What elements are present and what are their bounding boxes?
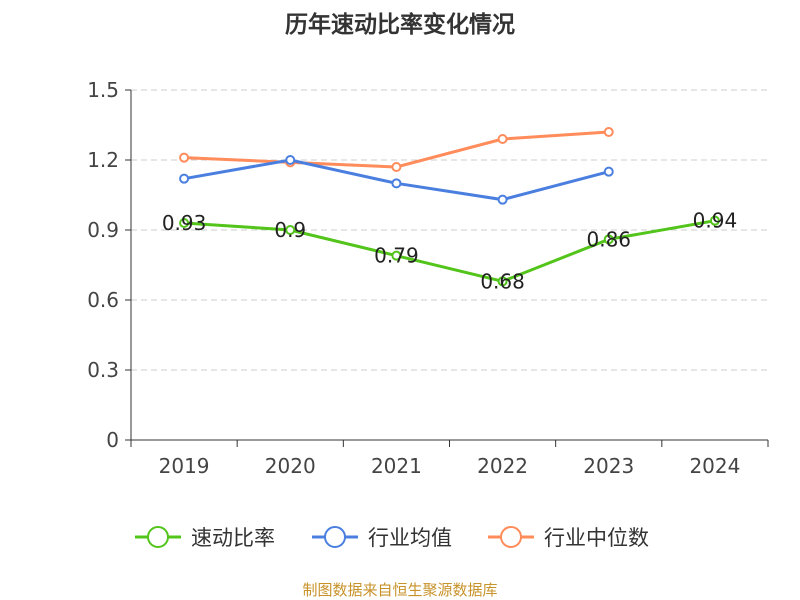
- legend-label: 速动比率: [191, 526, 275, 550]
- x-tick-label: 2021: [371, 454, 422, 478]
- x-tick-label: 2023: [583, 454, 634, 478]
- legend-label: 行业均值: [368, 526, 452, 550]
- legend-circle-icon: [147, 526, 169, 548]
- series-line: [184, 130, 609, 169]
- x-tick-label: 2019: [159, 454, 210, 478]
- data-point[interactable]: [497, 276, 508, 287]
- data-label: 0.86: [586, 227, 631, 251]
- y-tick-label: 0.6: [87, 288, 119, 312]
- legend-item[interactable]: 行业中位数: [488, 526, 649, 550]
- data-point[interactable]: [179, 173, 190, 184]
- y-tick-label: 0.9: [87, 218, 119, 242]
- series-line: [183, 219, 716, 283]
- data-label: 0.79: [374, 244, 419, 268]
- data-point[interactable]: [179, 218, 190, 228]
- legend-circle-icon: [324, 526, 346, 548]
- y-tick-label: 0.3: [87, 358, 119, 382]
- x-tick-label: 2024: [689, 454, 740, 478]
- data-point[interactable]: [603, 127, 614, 137]
- y-tick-label: 0: [106, 428, 119, 452]
- y-tick-label: 1.2: [87, 148, 119, 172]
- data-point[interactable]: [497, 194, 508, 205]
- data-point[interactable]: [285, 155, 296, 165]
- data-label: 0.9: [274, 218, 306, 242]
- source-note: 制图数据来自恒生聚源数据库: [302, 581, 497, 599]
- x-tick-label: 2020: [265, 454, 316, 478]
- legend-circle-icon: [500, 526, 522, 548]
- data-point[interactable]: [603, 234, 614, 245]
- data-point[interactable]: [391, 178, 402, 189]
- data-point[interactable]: [603, 166, 614, 177]
- data-point[interactable]: [285, 225, 296, 235]
- data-point[interactable]: [179, 152, 190, 163]
- data-point[interactable]: [391, 250, 402, 261]
- data-point[interactable]: [709, 215, 720, 226]
- data-label: 0.93: [162, 211, 207, 235]
- x-tick-label: 2022: [477, 454, 528, 478]
- data-point[interactable]: [391, 162, 402, 172]
- legend-item[interactable]: 速动比率: [135, 526, 275, 550]
- y-tick-label: 1.5: [87, 78, 119, 102]
- legend-label: 行业中位数: [544, 526, 649, 550]
- data-label: 0.68: [480, 269, 525, 293]
- legend-item[interactable]: 行业均值: [312, 526, 452, 550]
- chart-title: 历年速动比率变化情况: [285, 11, 515, 38]
- data-label: 0.94: [693, 209, 738, 233]
- data-point[interactable]: [497, 134, 508, 144]
